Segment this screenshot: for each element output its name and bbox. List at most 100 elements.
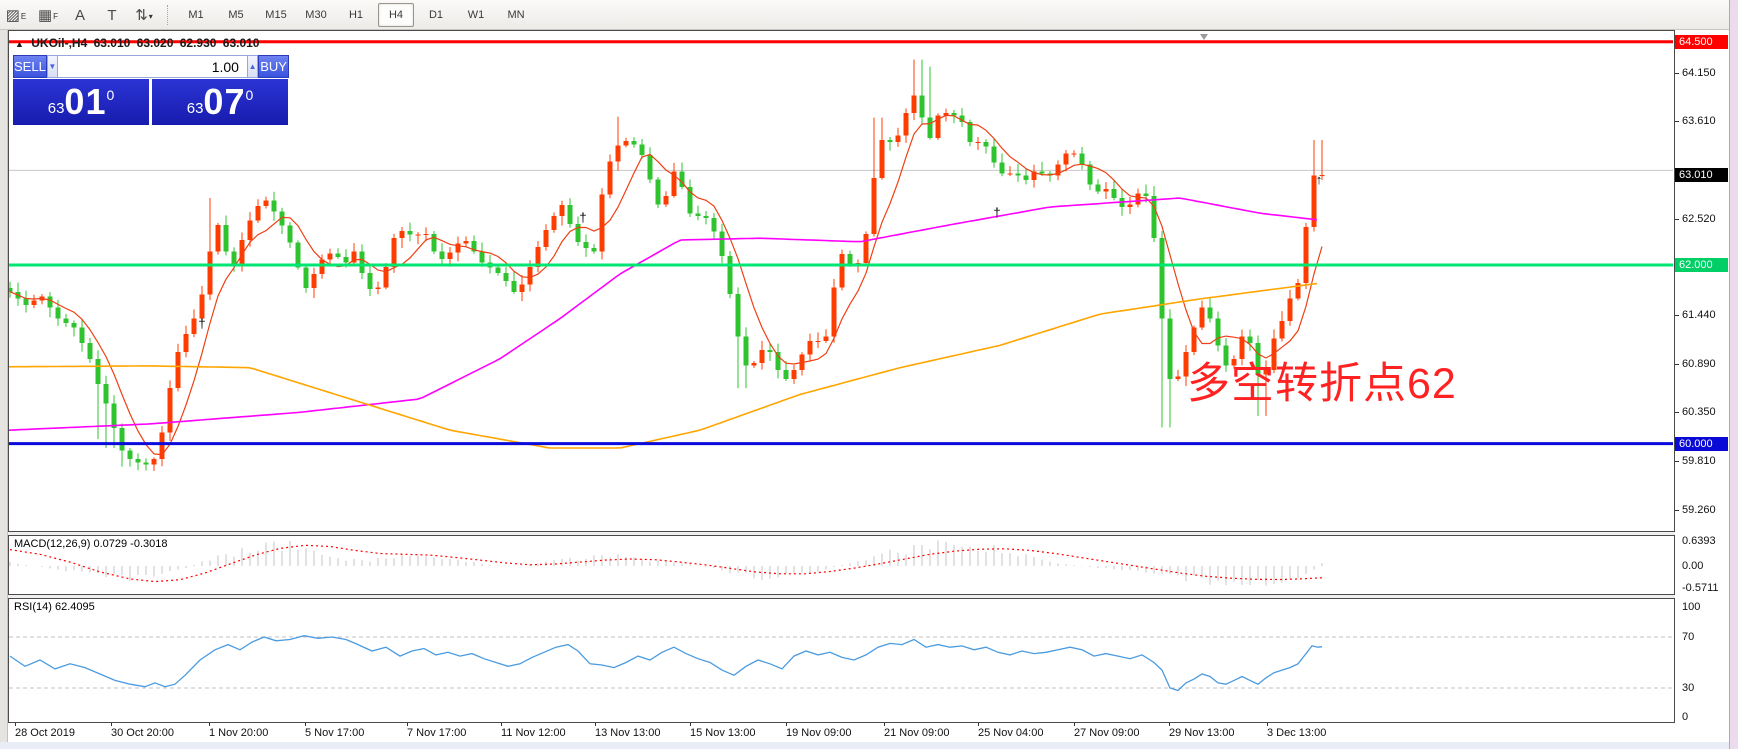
cursor-mode-icon[interactable]: ⇅ ▾ xyxy=(135,6,153,24)
toolbar-separator xyxy=(167,4,169,25)
window-left-edge xyxy=(0,30,8,742)
price-level-badge: 64.500 xyxy=(1675,35,1728,49)
price-tick-label: 59.810 xyxy=(1682,455,1716,467)
price-tick xyxy=(1675,364,1679,365)
price-tick-label: 63.610 xyxy=(1682,115,1716,127)
time-tick xyxy=(884,723,885,726)
timeframe-button-w1[interactable]: W1 xyxy=(467,8,485,21)
timeframe-button-h4[interactable]: H4 xyxy=(378,2,414,27)
time-tick-label: 19 Nov 09:00 xyxy=(786,727,852,739)
drawing-tools-group: ▨ E ▦ F A T ⇅ ▾ xyxy=(0,3,160,27)
svg-text:†: † xyxy=(993,205,1000,220)
time-tick xyxy=(690,723,691,726)
time-tick xyxy=(15,723,16,726)
timeframe-buttons-group: M1 M5 M15 M30 H1 H4 D1 W1 MN xyxy=(176,2,536,27)
macd-panel[interactable]: MACD(12,26,9) 0.0729 -0.3018 xyxy=(8,535,1675,595)
buy-price-small: 63 xyxy=(186,99,204,117)
svg-text:↑: ↑ xyxy=(1316,172,1323,187)
indicator-scale-label: 0.6393 xyxy=(1682,535,1716,547)
time-tick xyxy=(1169,723,1170,726)
text-label-icon[interactable]: A xyxy=(74,6,85,24)
indicator-scale-label: 0 xyxy=(1682,711,1689,723)
buy-button[interactable]: BUY xyxy=(258,55,290,78)
price-tick xyxy=(1675,73,1679,74)
indicator-scale-label: -0.5711 xyxy=(1682,582,1719,594)
ohlc-readout: ▲ UKOil-,H4 63.010 63.020 62.930 63.010 xyxy=(15,36,262,50)
text-box-icon[interactable]: T xyxy=(107,6,117,24)
time-tick-label: 5 Nov 17:00 xyxy=(305,727,365,739)
svg-text:†: † xyxy=(198,316,205,331)
time-tick-label: 27 Nov 09:00 xyxy=(1074,727,1140,739)
time-tick xyxy=(978,723,979,726)
hatch-pattern-e-icon[interactable]: ▨ E xyxy=(5,6,27,24)
toolbar: ▨ E ▦ F A T ⇅ ▾ M1 M5 M15 M30 H1 H4 D1 W1 MN xyxy=(0,0,1738,30)
candlestick-chart[interactable]: † † † ↑ xyxy=(9,31,1674,531)
time-tick xyxy=(1074,723,1075,726)
window-bottom-edge xyxy=(0,742,1738,749)
time-tick-label: 15 Nov 13:00 xyxy=(690,727,756,739)
main-chart-panel[interactable]: † † † ↑ ▲ UKOil-,H4 63.010 63.020 62.930 63… xyxy=(8,30,1675,532)
time-tick xyxy=(501,723,502,726)
buy-price-display[interactable]: 63 07 0 xyxy=(152,79,288,125)
timeframe-button-d1[interactable]: D1 xyxy=(428,8,444,21)
price-tick-label: 60.890 xyxy=(1682,358,1716,370)
sell-price-display[interactable]: 63 01 0 xyxy=(13,79,149,125)
indicator-scale-label: 30 xyxy=(1682,682,1695,694)
volume-decrease-button[interactable]: ▼ xyxy=(46,55,58,78)
time-tick-label: 13 Nov 13:00 xyxy=(595,727,661,739)
price-tick xyxy=(1675,510,1679,511)
price-tick-label: 59.260 xyxy=(1682,504,1716,516)
indicator-scale-label: 100 xyxy=(1682,601,1701,613)
volume-increase-button[interactable]: ▲ xyxy=(246,55,259,78)
sell-price-big: 01 xyxy=(64,81,107,122)
time-tick xyxy=(305,723,306,726)
rsi-plot xyxy=(9,635,1673,692)
time-tick xyxy=(595,723,596,726)
macd-plot xyxy=(9,540,1323,586)
volume-input[interactable] xyxy=(57,55,247,78)
rsi-label: RSI(14) 62.4095 xyxy=(14,601,95,613)
price-level-badge: 62.000 xyxy=(1675,258,1728,272)
price-scale[interactable]: 64.500 64.150 63.610 63.010 62.520 62.000 61.4… xyxy=(1675,30,1729,742)
svg-text:†: † xyxy=(579,210,586,225)
timeframe-button-m5[interactable]: M5 xyxy=(228,8,244,21)
ohlc-close: 63.010 xyxy=(222,36,260,50)
price-level-badge: 60.000 xyxy=(1675,437,1728,451)
buy-price-sup: 0 xyxy=(245,87,254,103)
ohlc-high: 63.020 xyxy=(136,36,174,50)
timeframe-button-m30[interactable]: M30 xyxy=(305,8,327,21)
ohlc-low: 62.930 xyxy=(179,36,217,50)
grid-pattern-f-icon[interactable]: ▦ F xyxy=(37,6,59,24)
sell-price-small: 63 xyxy=(47,99,65,117)
timeframe-button-m15[interactable]: M15 xyxy=(265,8,287,21)
price-tick-label: 61.440 xyxy=(1682,309,1716,321)
price-tick xyxy=(1675,412,1679,413)
buy-price-big: 07 xyxy=(203,81,246,122)
time-tick xyxy=(407,723,408,726)
time-tick xyxy=(111,723,112,726)
time-tick-label: 30 Oct 20:00 xyxy=(111,727,174,739)
timeframe-button-mn[interactable]: MN xyxy=(507,8,525,21)
time-scale[interactable]: 28 Oct 2019 30 Oct 20:00 1 Nov 20:00 5 Nov … xyxy=(8,723,1729,742)
price-tick xyxy=(1675,219,1679,220)
price-tick xyxy=(1675,315,1679,316)
timeframe-button-m1[interactable]: M1 xyxy=(188,8,204,21)
sell-button[interactable]: SELL xyxy=(13,55,47,78)
indicator-scale-label: 70 xyxy=(1682,631,1695,643)
time-tick xyxy=(786,723,787,726)
up-triangle-icon: ▲ xyxy=(15,39,24,49)
time-tick-label: 25 Nov 04:00 xyxy=(978,727,1044,739)
sell-price-sup: 0 xyxy=(106,87,115,103)
time-tick-label: 29 Nov 13:00 xyxy=(1169,727,1235,739)
symbol-timeframe: UKOil-,H4 xyxy=(31,36,88,50)
timeframe-button-h1[interactable]: H1 xyxy=(348,8,364,21)
price-tick xyxy=(1675,461,1679,462)
chart-annotation-text: 多空转折点62 xyxy=(1187,360,1457,408)
indicator-scale-label: 0.00 xyxy=(1682,560,1704,572)
price-tick-label: 62.520 xyxy=(1682,213,1716,225)
ohlc-open: 63.010 xyxy=(93,36,131,50)
time-tick-label: 11 Nov 12:00 xyxy=(501,727,566,739)
rsi-panel[interactable]: RSI(14) 62.4095 xyxy=(8,598,1675,723)
